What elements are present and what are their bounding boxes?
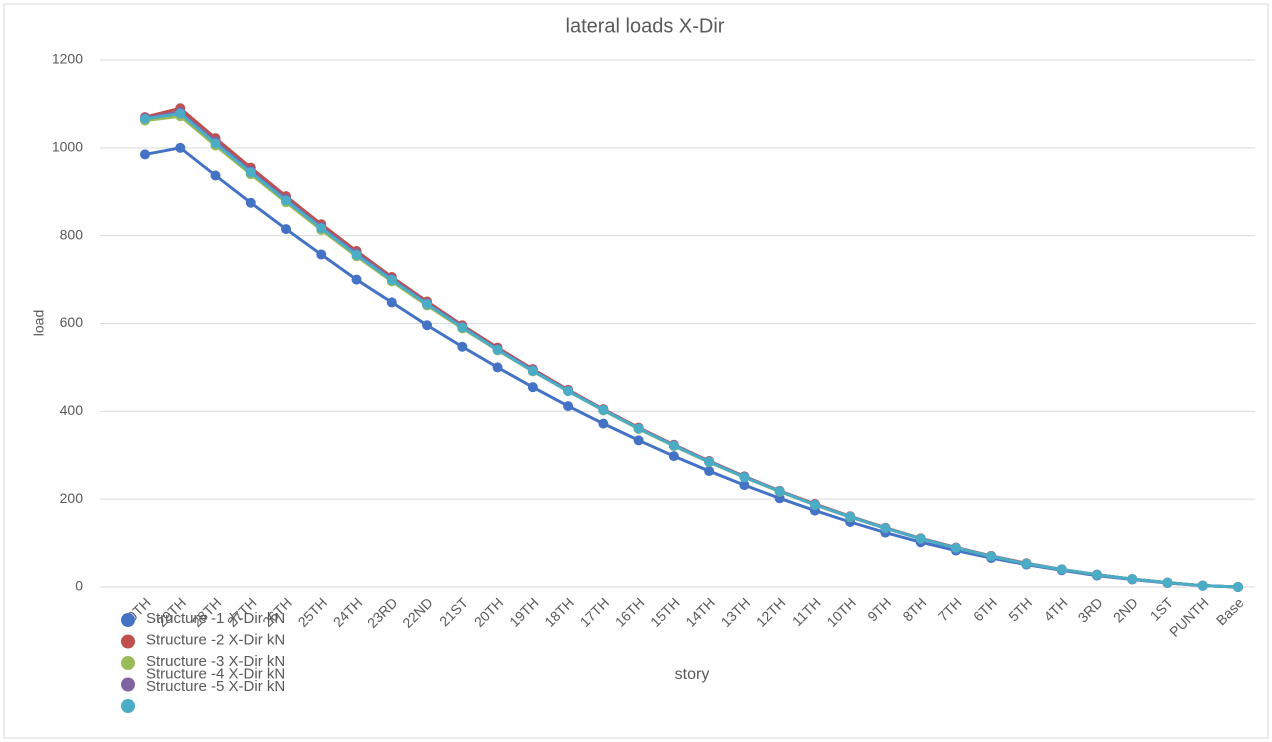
data-point [986,551,997,562]
data-point [704,456,715,467]
data-point [598,418,609,429]
data-point [351,274,362,285]
data-point [1197,580,1208,591]
data-point [140,149,150,160]
x-axis-label: story [675,666,710,683]
legend-marker [121,634,135,649]
data-point [527,365,538,376]
chart-border [3,3,1269,739]
data-point [140,113,150,124]
y-tick-label: 600 [60,314,84,330]
series-line [144,111,1239,589]
data-point [774,486,785,497]
data-point [175,142,186,153]
legend-marker [121,656,135,670]
y-tick-label: 400 [60,402,84,418]
data-point [527,382,538,393]
data-point [739,472,750,483]
chart-title: lateral loads X-Dir [566,15,725,37]
data-point [1127,574,1138,585]
data-point [1091,569,1102,580]
y-axis-label: load [31,310,47,336]
y-tick-label: 200 [60,490,84,506]
data-point [210,170,221,181]
data-point [668,451,679,462]
data-point [809,499,820,510]
data-point [633,423,644,434]
y-tick-label: 0 [75,578,83,594]
legend-label: Structure -4 X-Dir kN [146,665,285,682]
data-point [245,167,256,178]
y-tick-label: 800 [60,226,84,242]
data-point [845,511,856,522]
data-point [492,362,503,373]
data-point [316,249,327,260]
data-point [950,542,961,553]
data-point [386,297,397,308]
data-point [457,322,468,333]
data-point [563,401,574,412]
data-point [316,223,327,234]
legend-label: Structure -5 X-Dir kN [146,678,285,695]
legend-marker [121,613,135,627]
legend-marker [121,699,135,713]
data-point [422,320,433,331]
data-point [1056,564,1067,575]
data-point [915,533,926,544]
y-tick-label: 1200 [52,51,83,67]
data-point [704,466,715,477]
data-point [281,195,292,206]
data-point [422,299,433,310]
data-point [351,249,362,260]
data-point [563,386,574,397]
data-point [668,440,679,451]
data-point [633,435,644,446]
data-point [457,341,468,352]
legend-label: Structure -3 X-Dir kN [146,653,285,670]
data-point [210,138,221,149]
legend-label: Structure -2 X-Dir kN [146,631,285,648]
data-point [880,523,891,534]
y-tick-label: 1000 [52,139,83,155]
data-point [1021,558,1032,569]
legend-marker [121,677,135,692]
data-point [492,344,503,355]
legend-label: Structure -1 X-Dir kN [146,610,285,627]
data-point [175,108,186,119]
data-point [1162,577,1173,588]
data-point [245,197,256,208]
data-point [281,224,292,235]
data-point [598,405,609,416]
data-point [739,480,750,491]
data-point [386,275,397,286]
data-point [1233,582,1243,592]
